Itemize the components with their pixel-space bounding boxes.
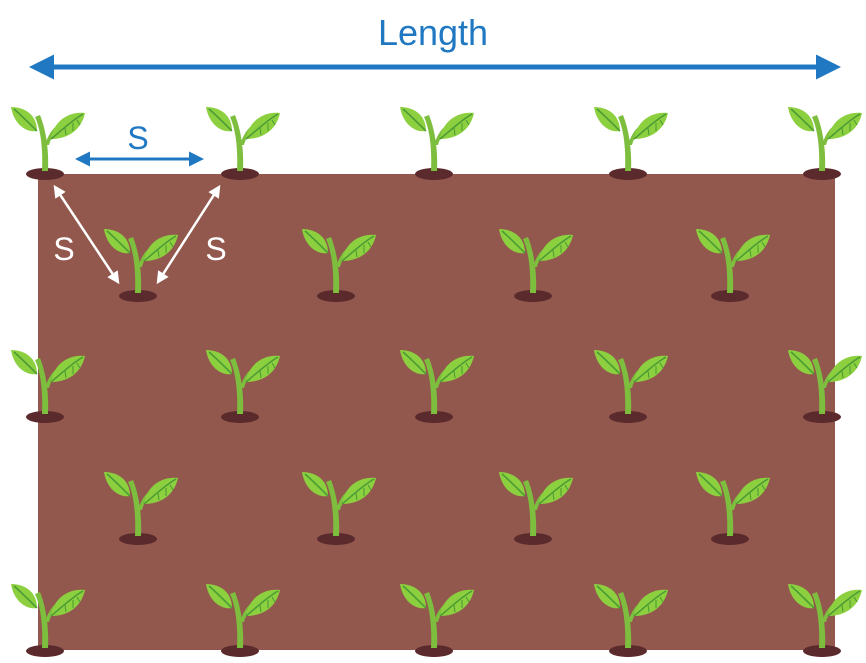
- spacing-arrow-diagonal-right: [156, 184, 221, 285]
- spacing-label-diagonal-right: S: [205, 231, 226, 267]
- seedling: [593, 106, 669, 181]
- seedling: [787, 106, 863, 181]
- length-label: Length: [378, 12, 488, 53]
- spacing-label-horizontal: S: [127, 120, 148, 156]
- spacing-arrow-diagonal-left: [53, 184, 120, 285]
- spacing-label-diagonal-left: S: [53, 231, 74, 267]
- seedling: [205, 106, 281, 181]
- seedling: [399, 106, 475, 181]
- seedling: [10, 106, 86, 181]
